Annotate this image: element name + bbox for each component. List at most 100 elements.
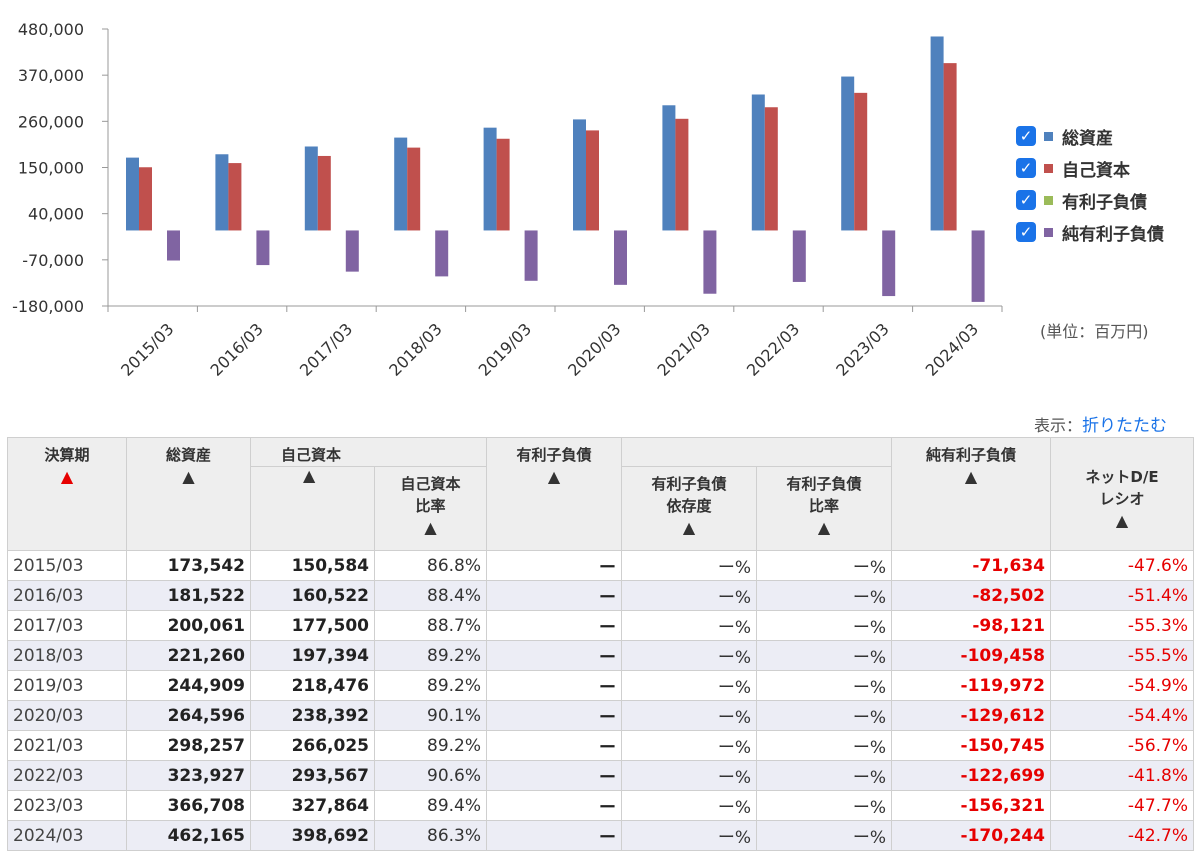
legend-swatch bbox=[1044, 195, 1053, 205]
bar bbox=[573, 119, 586, 231]
legend-item-net-debt[interactable]: ✓ 純有利子負債 bbox=[1016, 216, 1164, 248]
th-net-debt[interactable]: 純有利子負債 ▲ bbox=[891, 437, 1052, 551]
cell-debt: ー bbox=[486, 640, 623, 671]
cell-net-de: -51.4% bbox=[1050, 580, 1195, 611]
th-period[interactable]: 決算期 ▲ bbox=[7, 437, 127, 551]
cell-net-debt: -82,502 bbox=[891, 580, 1052, 611]
cell-total-assets: 173,542 bbox=[126, 550, 251, 581]
cell-net-debt: -98,121 bbox=[891, 610, 1052, 641]
th-equity-group[interactable]: 自己資本 bbox=[249, 437, 488, 467]
th-period-label: 決算期 bbox=[44, 446, 90, 464]
th-debt-dependency[interactable]: 有利子負債 依存度 ▲ bbox=[621, 466, 758, 551]
cell-period: 2020/03 bbox=[7, 700, 127, 731]
th-equity-sort[interactable]: ▲ bbox=[250, 466, 375, 551]
sort-icon[interactable]: ▲ bbox=[547, 467, 561, 486]
th-debt-ratio[interactable]: 有利子負債 比率 ▲ bbox=[756, 466, 893, 551]
legend-label: 自己資本 bbox=[1062, 160, 1130, 181]
cell-debt: ー bbox=[486, 700, 623, 731]
th-debt-ratio-label-2: 比率 bbox=[809, 497, 840, 515]
bar bbox=[394, 137, 408, 231]
cell-debt-ratio: ー% bbox=[756, 580, 893, 611]
cell-total-assets: 181,522 bbox=[126, 580, 251, 611]
checkbox-checked-icon[interactable]: ✓ bbox=[1016, 222, 1036, 242]
x-tick-label: 2019/03 bbox=[475, 319, 535, 379]
cell-debt-dependency: ー% bbox=[621, 730, 758, 761]
th-total-assets[interactable]: 総資産 ▲ bbox=[126, 437, 251, 551]
th-total-assets-label: 総資産 bbox=[165, 446, 211, 464]
x-tick-label: 2015/03 bbox=[117, 319, 177, 379]
display-toggle-label: 表示： bbox=[1034, 416, 1083, 435]
bar bbox=[317, 155, 331, 231]
legend-item-total-assets[interactable]: ✓ 総資産 bbox=[1016, 120, 1164, 152]
cell-equity: 293,567 bbox=[250, 760, 375, 791]
cell-total-assets: 323,927 bbox=[126, 760, 251, 791]
cell-debt-dependency: ー% bbox=[621, 610, 758, 641]
cell-equity: 327,864 bbox=[250, 790, 375, 821]
th-debt[interactable]: 有利子負債 ▲ bbox=[486, 437, 623, 551]
bar bbox=[971, 230, 985, 302]
cell-debt: ー bbox=[486, 610, 623, 641]
cell-equity-ratio: 90.6% bbox=[373, 760, 488, 791]
y-tick-label: 260,000 bbox=[18, 112, 84, 131]
cell-equity-ratio: 86.3% bbox=[373, 820, 488, 851]
cell-equity: 266,025 bbox=[250, 730, 375, 761]
sort-icon[interactable]: ▲ bbox=[424, 518, 437, 537]
cell-net-de: -55.3% bbox=[1050, 610, 1195, 641]
cell-equity-ratio: 88.7% bbox=[373, 610, 488, 641]
financial-table: 決算期 ▲ 総資産 ▲ 自己資本 有利子負債 ▲ 純有利子負債 ▲ ネットD/E… bbox=[7, 437, 1195, 851]
cell-debt-ratio: ー% bbox=[756, 640, 893, 671]
cell-period: 2023/03 bbox=[7, 790, 127, 821]
cell-equity-ratio: 89.2% bbox=[373, 640, 488, 671]
sort-icon[interactable]: ▲ bbox=[964, 467, 978, 486]
cell-equity: 218,476 bbox=[250, 670, 375, 701]
table-row: 2022/03 323,927 293,567 90.6% ー ー% ー% -1… bbox=[7, 760, 1195, 791]
unit-label: (単位：百万円) bbox=[1040, 322, 1149, 341]
checkbox-checked-icon[interactable]: ✓ bbox=[1016, 158, 1036, 178]
checkbox-checked-icon[interactable]: ✓ bbox=[1016, 190, 1036, 210]
cell-equity-ratio: 86.8% bbox=[373, 550, 488, 581]
th-debt-dep-label-1: 有利子負債 bbox=[651, 475, 727, 493]
bar bbox=[703, 230, 717, 294]
legend-item-debt[interactable]: ✓ 有利子負債 bbox=[1016, 184, 1164, 216]
cell-net-de: -54.9% bbox=[1050, 670, 1195, 701]
y-tick-label: 370,000 bbox=[18, 66, 84, 85]
bar bbox=[930, 36, 944, 231]
cell-period: 2016/03 bbox=[7, 580, 127, 611]
sort-icon[interactable]: ▲ bbox=[817, 518, 831, 537]
th-equity-ratio[interactable]: 自己資本 比率 ▲ bbox=[373, 466, 488, 551]
bar bbox=[764, 107, 778, 231]
y-tick-label: 480,000 bbox=[18, 20, 84, 39]
bar bbox=[882, 230, 896, 297]
cell-equity: 160,522 bbox=[250, 580, 375, 611]
table-row: 2019/03 244,909 218,476 89.2% ー ー% ー% -1… bbox=[7, 670, 1195, 701]
bar bbox=[304, 146, 318, 231]
cell-net-de: -55.5% bbox=[1050, 640, 1195, 671]
checkbox-checked-icon[interactable]: ✓ bbox=[1016, 126, 1036, 146]
bar bbox=[662, 105, 676, 231]
sort-icon[interactable]: ▲ bbox=[1115, 511, 1129, 530]
cell-debt-ratio: ー% bbox=[756, 790, 893, 821]
cell-debt-dependency: ー% bbox=[621, 790, 758, 821]
sort-asc-icon[interactable]: ▲ bbox=[60, 467, 74, 486]
table-row: 2023/03 366,708 327,864 89.4% ー ー% ー% -1… bbox=[7, 790, 1195, 821]
bar bbox=[435, 230, 449, 277]
bar-chart: 480,000 370,000 260,000 150,000 40,000 -70,00… bbox=[12, 20, 1003, 380]
table-row: 2016/03 181,522 160,522 88.4% ー ー% ー% -8… bbox=[7, 580, 1195, 611]
y-tick-label: -180,000 bbox=[12, 297, 84, 316]
th-equity-ratio-label-1: 自己資本 bbox=[400, 475, 461, 493]
bar bbox=[256, 230, 270, 266]
legend-item-equity[interactable]: ✓ 自己資本 bbox=[1016, 152, 1164, 184]
cell-equity-ratio: 89.2% bbox=[373, 670, 488, 701]
th-net-de[interactable]: ネットD/E レシオ ▲ bbox=[1050, 437, 1195, 551]
sort-icon[interactable]: ▲ bbox=[182, 467, 195, 486]
cell-total-assets: 244,909 bbox=[126, 670, 251, 701]
table-row: 2015/03 173,542 150,584 86.8% ー ー% ー% -7… bbox=[7, 550, 1195, 581]
th-equity-label: 自己資本 bbox=[281, 446, 342, 464]
collapse-link[interactable]: 折りたたむ bbox=[1082, 416, 1168, 436]
bar bbox=[215, 154, 229, 231]
sort-icon[interactable]: ▲ bbox=[303, 466, 316, 485]
cell-equity: 197,394 bbox=[250, 640, 375, 671]
cell-equity: 238,392 bbox=[250, 700, 375, 731]
sort-icon[interactable]: ▲ bbox=[682, 518, 696, 537]
x-tick-label: 2016/03 bbox=[206, 319, 266, 379]
